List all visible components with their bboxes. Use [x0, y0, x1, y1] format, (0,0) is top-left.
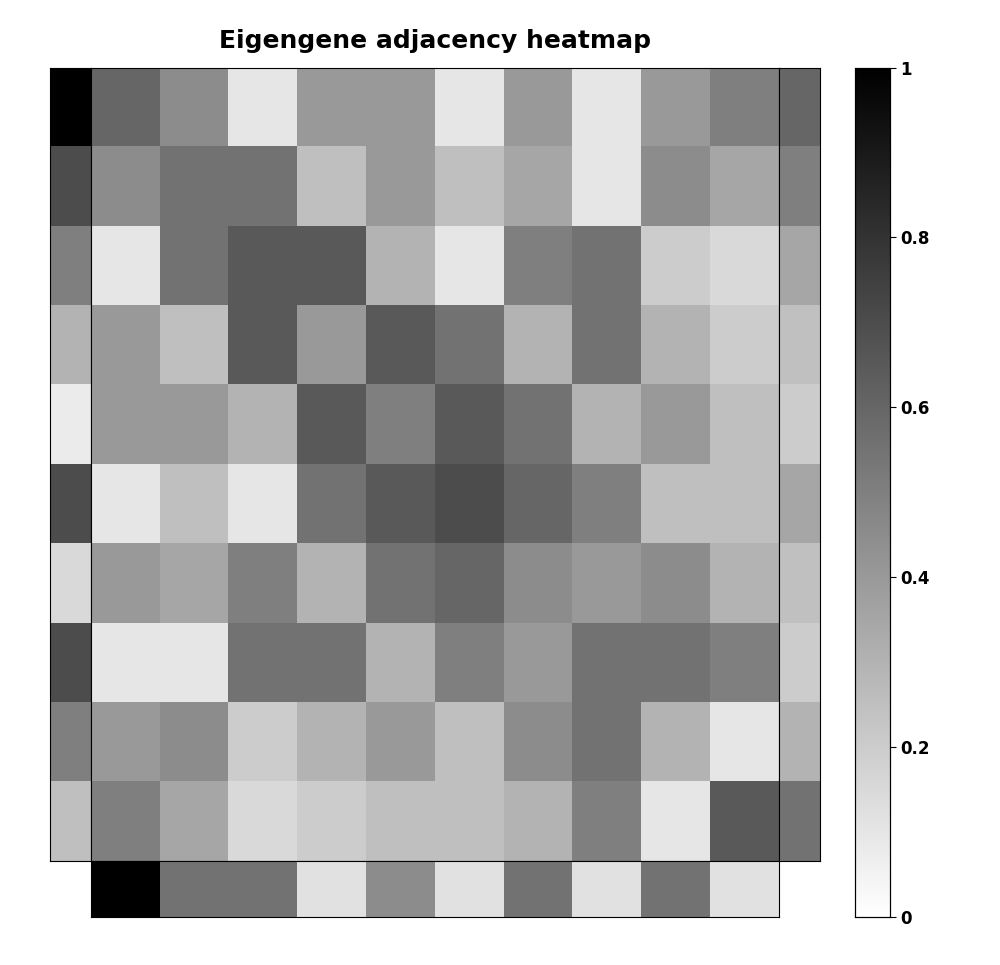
Text: Eigengene adjacency heatmap: Eigengene adjacency heatmap — [219, 29, 651, 53]
